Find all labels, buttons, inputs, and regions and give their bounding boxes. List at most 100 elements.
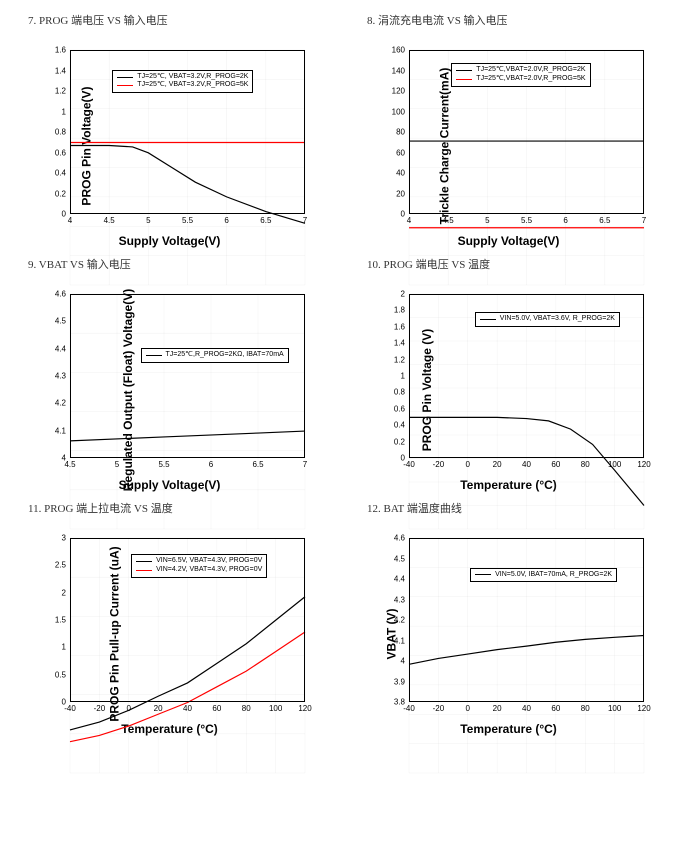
legend-swatch — [456, 79, 472, 80]
chart-cell: 8. 涓流充电电流 VS 输入电压Trickle Charge Current(… — [367, 12, 650, 246]
x-tick: 0 — [466, 460, 470, 469]
y-tick: 3.8 — [394, 698, 405, 707]
chart-wrap: Trickle Charge Current(mA)Supply Voltage… — [367, 46, 650, 246]
x-tick: 40 — [183, 704, 192, 713]
x-tick: 5.5 — [182, 216, 193, 225]
x-tick: 20 — [493, 704, 502, 713]
chart-cell: 11. PROG 端上拉电流 VS 温度 PROG Pin Pull-up Cur… — [28, 500, 311, 734]
plot-area: -40-200204060801001203.83.944.14.24.34.4… — [409, 538, 644, 702]
chart-caption: 9. VBAT VS 输入电压 — [28, 256, 311, 272]
x-tick: 120 — [637, 460, 650, 469]
x-tick: 6.5 — [599, 216, 610, 225]
y-tick: 4.6 — [394, 534, 405, 543]
y-tick: 1.5 — [55, 616, 66, 625]
plot-area: 44.555.566.5700.20.40.60.811.21.41.6TJ=2… — [70, 50, 305, 214]
chart-caption: 11. PROG 端上拉电流 VS 温度 — [28, 500, 311, 516]
legend-swatch — [456, 70, 472, 71]
y-tick: 80 — [396, 128, 405, 137]
legend-swatch — [117, 77, 133, 78]
y-tick: 0.2 — [394, 437, 405, 446]
y-tick: 1.2 — [394, 355, 405, 364]
y-tick: 1 — [62, 643, 66, 652]
y-tick: 2.5 — [55, 561, 66, 570]
x-tick: 100 — [608, 460, 621, 469]
x-tick: 120 — [298, 704, 311, 713]
legend-swatch — [136, 561, 152, 562]
y-tick: 100 — [392, 107, 405, 116]
y-tick: 1.4 — [55, 66, 66, 75]
chart-wrap: Regulated Output (Float) Voltage(V)Suppl… — [28, 290, 311, 490]
y-tick: 0.8 — [55, 128, 66, 137]
y-tick: 0.8 — [394, 388, 405, 397]
legend-text: TJ=25℃, VBAT=3.2V,R_PROG=2K — [137, 73, 248, 82]
x-tick: 6.5 — [260, 216, 271, 225]
chart-cell: 10. PROG 端电压 VS 温度PROG Pin Voltage (V)Te… — [367, 256, 650, 490]
legend: VIN=5.0V, IBAT=70mA, R_PROG=2K — [470, 568, 617, 583]
y-tick: 4.1 — [394, 636, 405, 645]
y-tick: 140 — [392, 66, 405, 75]
y-tick: 4.1 — [55, 426, 66, 435]
chart-wrap: PROG Pin Pull-up Current (uA)Temperature… — [28, 534, 311, 734]
x-tick: 40 — [522, 460, 531, 469]
plot-area: 44.555.566.57020406080100120140160TJ=25℃… — [409, 50, 644, 214]
legend-text: VIN=5.0V, VBAT=3.6V, R_PROG=2K — [500, 315, 615, 324]
chart-cell: 9. VBAT VS 输入电压 Regulated Output (Float) … — [28, 256, 311, 490]
y-tick: 0 — [62, 210, 66, 219]
y-tick: 3.9 — [394, 677, 405, 686]
legend-swatch — [146, 355, 162, 356]
legend-item: VIN=4.2V, VBAT=4.3V, PROG=0V — [136, 566, 262, 575]
y-tick: 40 — [396, 169, 405, 178]
x-tick: -20 — [433, 704, 445, 713]
x-tick: 60 — [551, 704, 560, 713]
y-tick: 4.2 — [55, 399, 66, 408]
y-tick: 4.3 — [394, 595, 405, 604]
legend: VIN=6.5V, VBAT=4.3V, PROG=0VVIN=4.2V, VB… — [131, 554, 267, 578]
x-tick: 4.5 — [443, 216, 454, 225]
legend: TJ=25℃, VBAT=3.2V,R_PROG=2KTJ=25℃, VBAT=… — [112, 70, 253, 94]
x-tick: 4.5 — [64, 460, 75, 469]
x-tick: 60 — [551, 460, 560, 469]
y-tick: 0.4 — [394, 421, 405, 430]
y-tick: 0.6 — [394, 404, 405, 413]
plot-area: 4.555.566.5744.14.24.34.44.54.6TJ=25℃,R_… — [70, 294, 305, 458]
y-tick: 4.3 — [55, 372, 66, 381]
x-tick: 6 — [209, 460, 213, 469]
x-tick: 6 — [224, 216, 228, 225]
y-tick: 20 — [396, 189, 405, 198]
x-tick: 0 — [127, 704, 131, 713]
x-tick: 5.5 — [521, 216, 532, 225]
x-tick: 5 — [485, 216, 489, 225]
chart-wrap: PROG Pin Voltage(V)Supply Voltage(V)44.5… — [28, 46, 311, 246]
x-tick: 7 — [303, 460, 307, 469]
x-tick: 4 — [68, 216, 72, 225]
y-tick: 160 — [392, 46, 405, 55]
legend-text: VIN=4.2V, VBAT=4.3V, PROG=0V — [156, 566, 262, 575]
y-tick: 2 — [401, 290, 405, 299]
chart-grid: 7. PROG 端电压 VS 输入电压PROG Pin Voltage(V)Su… — [28, 12, 650, 734]
legend: TJ=25℃,R_PROG=2KΩ, IBAT=70mA — [141, 348, 289, 363]
plot-area: -40-2002040608010012000.20.40.60.811.21.… — [409, 294, 644, 458]
legend-item: VIN=5.0V, IBAT=70mA, R_PROG=2K — [475, 571, 612, 580]
y-tick: 4 — [401, 657, 405, 666]
legend-item: TJ=25℃,VBAT=2.0V,R_PROG=5K — [456, 75, 585, 84]
y-tick: 60 — [396, 148, 405, 157]
x-tick: 4 — [407, 216, 411, 225]
y-tick: 4.4 — [394, 575, 405, 584]
chart-wrap: VBAT (V)Temperature (°C)-40-200204060801… — [367, 534, 650, 734]
x-tick: 80 — [242, 704, 251, 713]
y-tick: 0.4 — [55, 169, 66, 178]
chart-wrap: PROG Pin Voltage (V)Temperature (°C)-40-… — [367, 290, 650, 490]
legend-item: TJ=25℃, VBAT=3.2V,R_PROG=5K — [117, 81, 248, 90]
legend-item: TJ=25℃, VBAT=3.2V,R_PROG=2K — [117, 73, 248, 82]
y-tick: 4 — [62, 454, 66, 463]
legend-text: VIN=5.0V, IBAT=70mA, R_PROG=2K — [495, 571, 612, 580]
plot-area: -40-2002040608010012000.511.522.53VIN=6.… — [70, 538, 305, 702]
y-tick: 2 — [62, 588, 66, 597]
legend-swatch — [475, 574, 491, 575]
legend-item: VIN=5.0V, VBAT=3.6V, R_PROG=2K — [480, 315, 615, 324]
y-tick: 1.4 — [394, 339, 405, 348]
legend-swatch — [480, 319, 496, 320]
legend-swatch — [136, 570, 152, 571]
legend-text: TJ=25℃, VBAT=3.2V,R_PROG=5K — [137, 81, 248, 90]
x-tick: 80 — [581, 704, 590, 713]
